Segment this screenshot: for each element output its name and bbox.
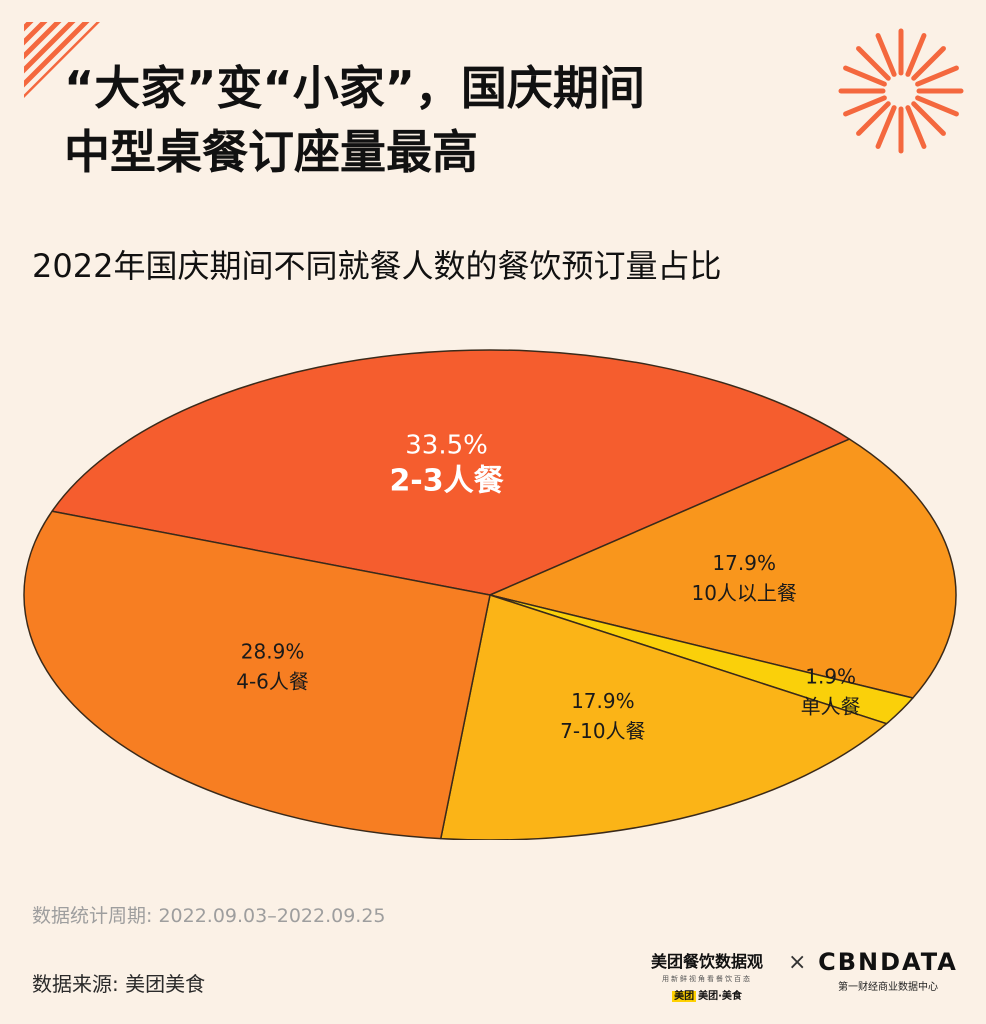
slice-category-label-4: 7-10人餐	[560, 719, 645, 743]
slice-value-label-4: 17.9%	[571, 689, 635, 713]
data-source-note: 数据来源: 美团美食	[32, 972, 206, 996]
pie-slice-2	[489, 438, 957, 699]
pie-slice-5	[23, 510, 491, 840]
slice-value-label-2: 17.9%	[712, 551, 776, 575]
cbndata-logo-title: CBNDATA	[818, 948, 958, 976]
slice-category-label-3: 单人餐	[801, 694, 861, 718]
stripes-decoration-icon	[24, 22, 100, 98]
pie-slice-1	[51, 349, 851, 596]
cbndata-logo: CBNDATA 第一财经商业数据中心	[818, 948, 958, 993]
meituan-logo-subtitle: 用新鲜视角看餐饮百态	[662, 975, 752, 983]
cbndata-logo-subtitle: 第一财经商业数据中心	[838, 982, 938, 993]
chart-title: 2022年国庆期间不同就餐人数的餐饮预订量占比	[32, 247, 722, 285]
meituan-logo: 美团餐饮数据观 用新鲜视角看餐饮百态 美团 美团·美食	[636, 948, 778, 1003]
slice-category-label-5: 4-6人餐	[236, 669, 309, 693]
meituan-brand-text: 美团·美食	[698, 991, 742, 1002]
pie-chart: 33.5% 2-3人餐 17.9% 10人以上餐 1.9% 单人餐 17.9% 7-10人餐 2…	[23, 349, 957, 840]
slice-value-label-3: 1.9%	[805, 664, 856, 688]
title-line-2: 中型桌餐订座量最高	[64, 125, 478, 179]
page-title: “大家”变“小家”，国庆期间 中型桌餐订座量最高	[64, 56, 645, 184]
sunburst-decoration-icon	[838, 28, 964, 154]
slice-value-label-5: 28.9%	[241, 639, 305, 663]
meituan-logo-brand: 美团 美团·美食	[672, 987, 742, 1002]
slice-value-label-1: 33.5%	[405, 430, 488, 460]
pie-slice-4	[440, 594, 888, 840]
logo-area: 美团餐饮数据观 用新鲜视角看餐饮百态 美团 美团·美食 × CBNDATA 第一财…	[636, 948, 966, 1008]
partnership-times-icon: ×	[788, 950, 807, 975]
slice-category-label-1: 2-3人餐	[389, 464, 504, 499]
title-line-1: “大家”变“小家”，国庆期间	[64, 61, 645, 115]
meituan-badge: 美团	[672, 991, 697, 1002]
data-period-note: 数据统计周期: 2022.09.03–2022.09.25	[32, 905, 386, 927]
slice-category-label-2: 10人以上餐	[691, 581, 796, 605]
meituan-logo-title: 美团餐饮数据观	[650, 952, 763, 971]
